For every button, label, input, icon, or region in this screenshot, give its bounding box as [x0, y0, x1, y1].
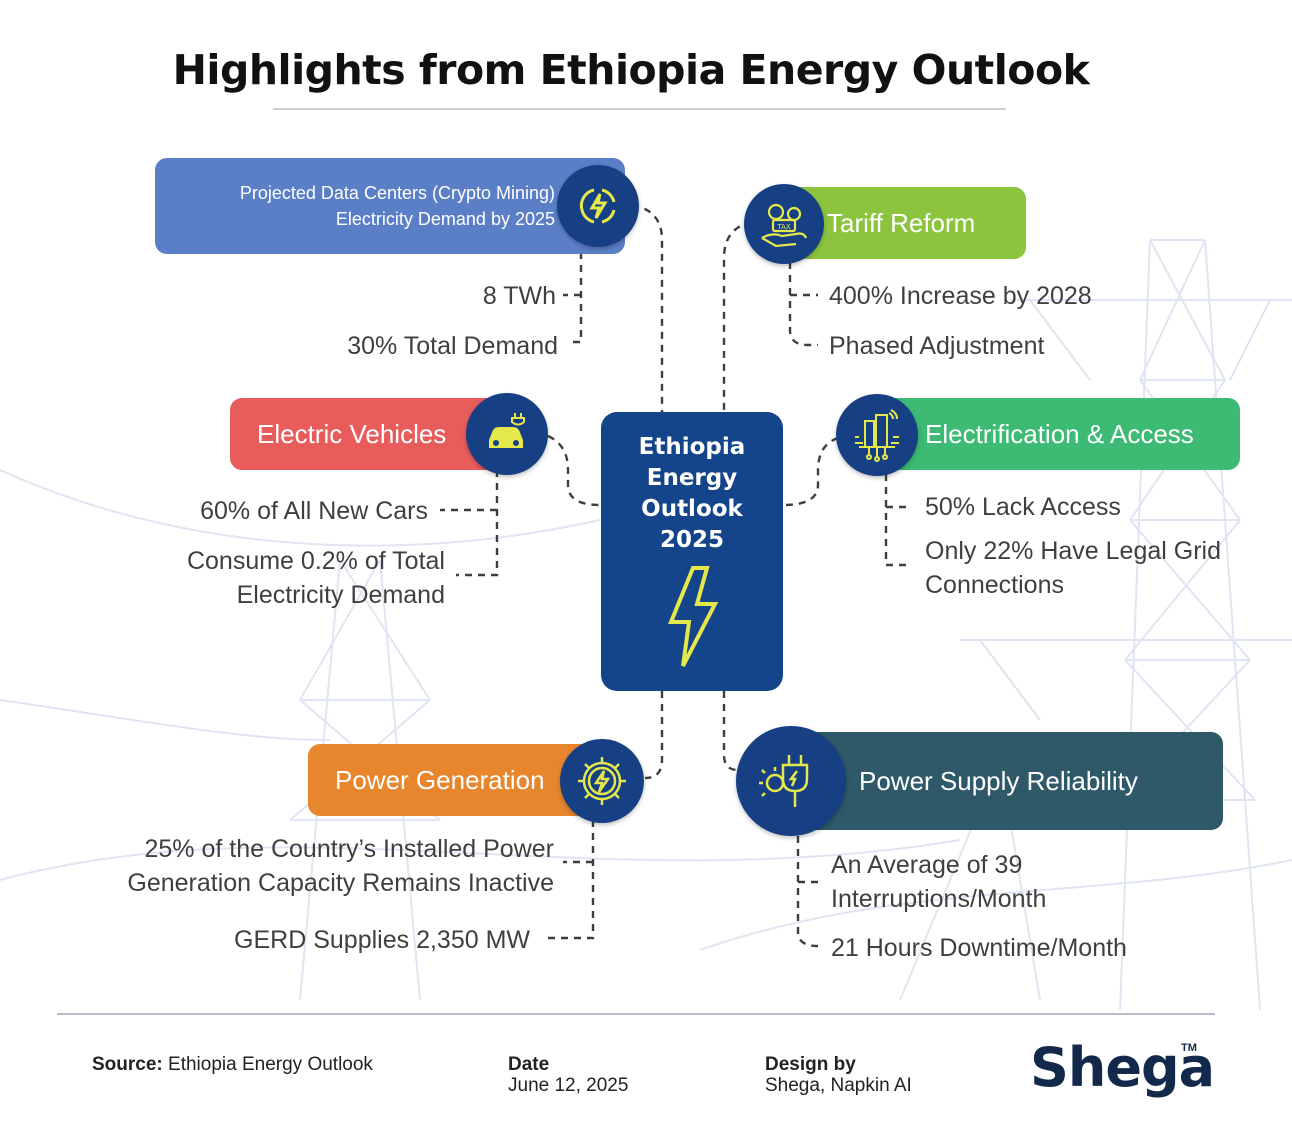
- tariff-card: Tariff Reform: [790, 187, 1026, 259]
- design-value: Shega, Napkin AI: [765, 1075, 912, 1096]
- reliability-point-1-line2: Interruptions/Month: [831, 885, 1047, 913]
- ev-point-1: 60% of All New Cars: [200, 497, 428, 525]
- generation-icon-circle: [560, 739, 644, 823]
- data-centers-card: Projected Data Centers (Crypto Mining) E…: [155, 158, 625, 254]
- reliability-title: Power Supply Reliability: [859, 765, 1138, 796]
- electrification-point-2-line1: Only 22% Have Legal Grid: [925, 537, 1221, 565]
- footer-design: Design by Shega, Napkin AI: [765, 1054, 912, 1096]
- tax-hand-icon: TAX: [761, 203, 808, 248]
- tariff-icon-circle: TAX: [744, 184, 824, 264]
- electric-car-icon: [489, 413, 525, 448]
- generation-point-1-line2: Generation Capacity Remains Inactive: [127, 869, 554, 897]
- ev-title: Electric Vehicles: [257, 418, 447, 449]
- trademark-mark: TM: [1181, 1042, 1197, 1054]
- smart-city-icon: [855, 409, 899, 462]
- generation-point-1-line1: 25% of the Country’s Installed Power: [144, 835, 555, 863]
- electrification-card: Electrification & Access: [880, 398, 1240, 470]
- lightning-bolt-icon: [668, 566, 719, 667]
- source-value: Ethiopia Energy Outlook: [168, 1054, 373, 1075]
- data-centers-title-line1: Projected Data Centers (Crypto Mining): [239, 183, 555, 203]
- center-card: Ethiopia Energy Outlook 2025: [601, 412, 783, 691]
- shega-logo: Shega: [1030, 1036, 1215, 1099]
- electrification-title: Electrification & Access: [925, 418, 1194, 449]
- data-centers-point-1: 8 TWh: [482, 282, 556, 310]
- ev-point-2-line1: Consume 0.2% of Total: [186, 547, 445, 575]
- gear-bolt-icon: [578, 757, 626, 805]
- reliability-icon-circle: [736, 726, 846, 836]
- reliability-card: Power Supply Reliability: [790, 732, 1223, 830]
- generation-title: Power Generation: [335, 764, 545, 795]
- power-plug-icon: [759, 755, 809, 807]
- ev-point-2-line2: Electricity Demand: [236, 581, 445, 609]
- footer-divider: [57, 1013, 1215, 1015]
- tax-icon-text: TAX: [776, 223, 791, 231]
- page-title: Highlights from Ethiopia Energy Outlook: [172, 46, 1090, 94]
- footer-source: Source: Ethiopia Energy Outlook: [92, 1054, 373, 1075]
- reliability-point-2: 21 Hours Downtime/Month: [831, 934, 1127, 962]
- data-centers-icon-circle: [557, 165, 639, 247]
- electrification-point-1: 50% Lack Access: [925, 493, 1121, 521]
- design-label: Design by: [765, 1054, 856, 1075]
- tariff-point-1: 400% Increase by 2028: [829, 282, 1092, 310]
- tariff-title: Tariff Reform: [827, 207, 976, 238]
- electrification-point-2-line2: Connections: [925, 571, 1064, 599]
- date-label: Date: [508, 1054, 550, 1075]
- center-title: Ethiopia Energy Outlook 2025: [638, 434, 746, 553]
- generation-card: Power Generation: [308, 744, 598, 816]
- electrification-icon-circle: [836, 394, 918, 476]
- data-centers-title-line2: Electricity Demand by 2025: [335, 209, 555, 229]
- recycle-energy-icon: [579, 188, 616, 224]
- data-centers-point-2: 30% Total Demand: [347, 332, 558, 360]
- ev-icon-circle: [466, 393, 548, 475]
- tariff-point-2: Phased Adjustment: [829, 332, 1045, 360]
- generation-point-2: GERD Supplies 2,350 MW: [234, 926, 530, 954]
- footer-date: Date June 12, 2025: [508, 1054, 628, 1096]
- source-label: Source:: [92, 1054, 163, 1075]
- reliability-point-1-line1: An Average of 39: [831, 851, 1023, 879]
- title-divider: [273, 108, 1006, 110]
- date-value: June 12, 2025: [508, 1075, 629, 1096]
